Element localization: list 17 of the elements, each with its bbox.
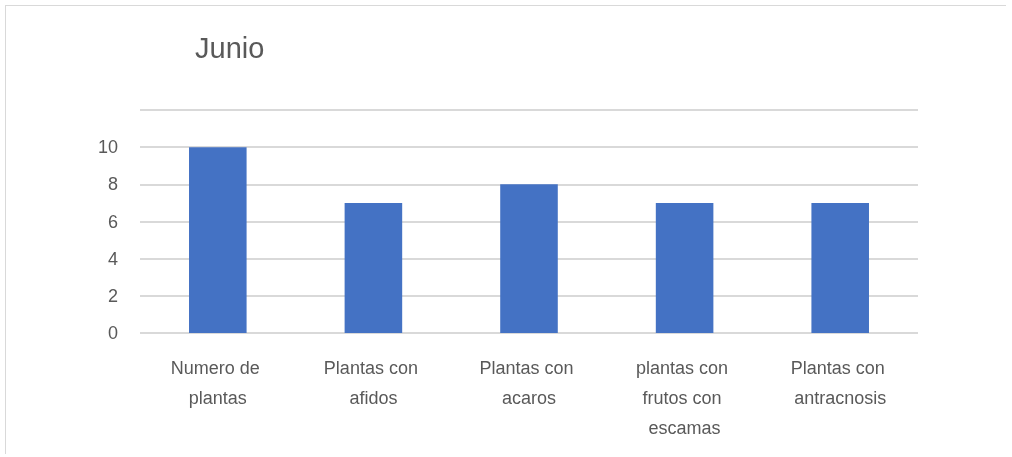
- bar: [344, 202, 403, 333]
- y-tick-label: 2: [107, 285, 118, 306]
- x-tick-label: Plantas con acaros: [479, 358, 579, 408]
- x-tick-label: Plantas con antracnosis: [790, 358, 890, 408]
- bar: [189, 147, 247, 333]
- bar: [500, 184, 558, 333]
- y-tick-label: 6: [107, 211, 118, 232]
- y-tick-label: 4: [107, 248, 118, 269]
- x-tick-label: Numero de plantas: [170, 358, 265, 408]
- y-tick-label: 10: [97, 137, 118, 158]
- bar: [811, 202, 869, 333]
- x-tick-label: Plantas con afidos: [323, 358, 423, 408]
- x-tick-label: plantas con frutos con escamas: [636, 358, 734, 438]
- chart-title: Junio: [195, 31, 265, 64]
- y-tick-label: 0: [107, 323, 118, 343]
- y-tick-label: 8: [107, 174, 118, 195]
- bar: [655, 202, 714, 333]
